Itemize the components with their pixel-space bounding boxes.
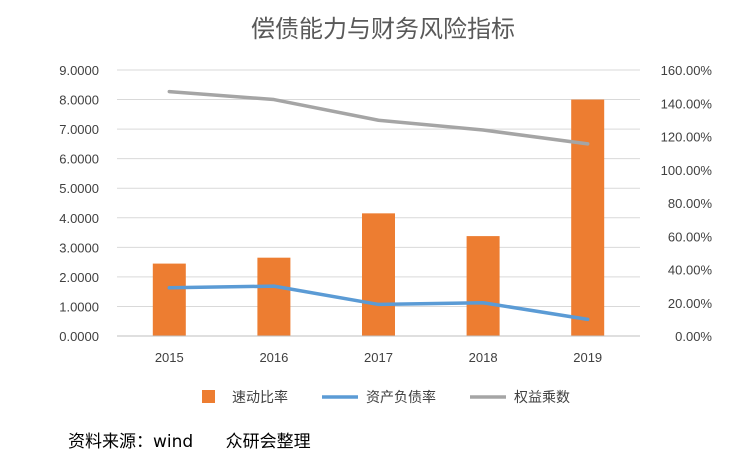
x-tick-label: 2015 [155, 350, 184, 365]
legend-label: 资产负债率 [366, 389, 436, 406]
line-series [167, 89, 590, 322]
right-tick-label: 20.00% [668, 296, 713, 311]
bar [152, 263, 186, 336]
left-tick-label: 0.0000 [59, 329, 99, 344]
bar [362, 213, 395, 336]
series-line [167, 284, 590, 322]
left-tick-label: 5.0000 [59, 181, 99, 196]
x-tick-label: 2018 [469, 350, 498, 365]
left-axis: 0.0000 1.0000 2.0000 3.0000 4.0000 5.0000 6.00… [59, 63, 99, 344]
x-tick-label: 2016 [259, 350, 288, 365]
right-tick-label: 120.00% [661, 130, 713, 145]
left-tick-label: 7.0000 [59, 122, 99, 137]
right-tick-label: 0.00% [675, 329, 712, 344]
legend-label: 权益乘数 [514, 390, 570, 406]
right-tick-label: 40.00% [668, 263, 713, 278]
bar [257, 257, 291, 336]
left-tick-label: 1.0000 [59, 299, 99, 314]
left-tick-label: 8.0000 [59, 93, 99, 108]
x-tick-label: 2017 [364, 350, 393, 365]
right-tick-label: 140.00% [661, 96, 713, 111]
legend-label: 速动比率 [232, 389, 288, 406]
right-tick-label: 160.00% [661, 63, 713, 78]
left-tick-label: 3.0000 [59, 240, 99, 255]
right-axis: 0.00% 20.00% 40.00% 60.00% 80.00% 100.00% 120.… [661, 63, 713, 344]
right-tick-label: 60.00% [668, 229, 713, 244]
legend-swatch [202, 390, 215, 403]
chart-title: 偿债能力与财务风险指标 [251, 15, 515, 43]
left-tick-label: 2.0000 [59, 270, 99, 285]
bar [466, 236, 500, 336]
left-tick-label: 9.0000 [59, 63, 99, 78]
source-note: 资料来源：wind 众研会整理 [68, 432, 311, 452]
legend: 速动比率 资产负债率 权益乘数 [202, 389, 570, 406]
left-tick-label: 4.0000 [59, 211, 99, 226]
right-tick-label: 80.00% [668, 196, 713, 211]
right-tick-label: 100.00% [661, 163, 713, 178]
bar [571, 99, 605, 336]
x-axis: 2015 2016 2017 2018 2019 [117, 335, 640, 365]
x-tick-label: 2019 [573, 350, 602, 365]
series-line [167, 89, 590, 146]
bar-series [152, 99, 605, 336]
left-tick-label: 6.0000 [59, 152, 99, 167]
